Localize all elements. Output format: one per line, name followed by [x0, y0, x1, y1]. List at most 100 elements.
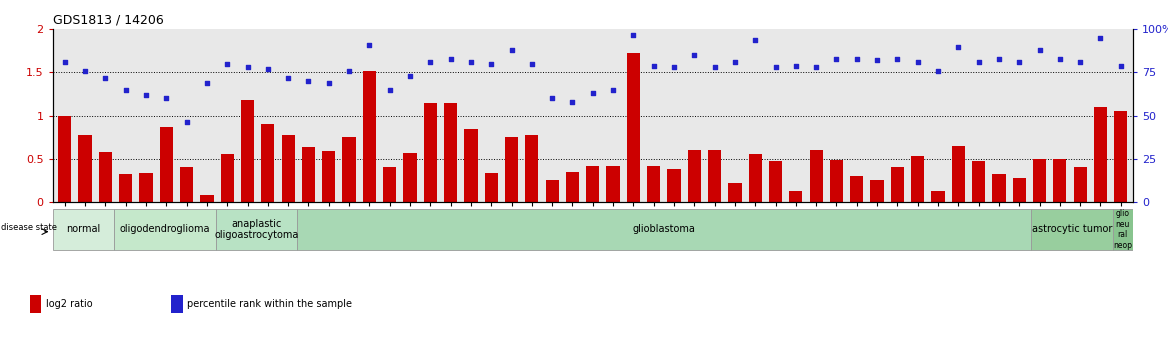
- Point: [238, 65, 257, 70]
- Point: [969, 59, 988, 65]
- Bar: [606, 166, 620, 202]
- Bar: [1033, 159, 1047, 202]
- Bar: [262, 124, 274, 202]
- Point: [848, 56, 867, 61]
- Bar: [1114, 111, 1127, 202]
- Point: [725, 59, 744, 65]
- Bar: [647, 166, 660, 202]
- Point: [888, 56, 906, 61]
- Bar: [160, 127, 173, 202]
- Point: [786, 63, 805, 68]
- Point: [360, 42, 378, 48]
- Bar: [545, 180, 558, 202]
- Point: [178, 120, 196, 125]
- Bar: [769, 161, 783, 202]
- Bar: [53, 209, 113, 250]
- Bar: [342, 137, 356, 202]
- Bar: [972, 161, 986, 202]
- Point: [1050, 56, 1069, 61]
- Point: [705, 65, 724, 70]
- Point: [1010, 59, 1029, 65]
- Bar: [749, 155, 762, 202]
- Bar: [708, 150, 721, 202]
- Text: disease state: disease state: [1, 223, 57, 232]
- Bar: [729, 183, 742, 202]
- Point: [137, 92, 155, 98]
- Bar: [216, 209, 297, 250]
- Point: [381, 87, 399, 92]
- Point: [827, 56, 846, 61]
- Point: [157, 96, 175, 101]
- Bar: [241, 100, 255, 202]
- Point: [482, 61, 501, 67]
- Point: [340, 68, 359, 73]
- Point: [420, 59, 439, 65]
- Point: [909, 59, 927, 65]
- Text: anaplastic
oligoastrocytoma: anaplastic oligoastrocytoma: [214, 219, 299, 240]
- Bar: [297, 209, 1031, 250]
- Bar: [30, 295, 41, 313]
- Bar: [790, 190, 802, 202]
- Bar: [627, 53, 640, 202]
- Point: [1091, 35, 1110, 41]
- Point: [645, 63, 663, 68]
- Point: [1112, 63, 1131, 68]
- Bar: [322, 151, 335, 202]
- Point: [258, 66, 277, 72]
- Bar: [809, 150, 822, 202]
- Text: glio
neu
ral
neop: glio neu ral neop: [1113, 209, 1132, 249]
- Bar: [870, 180, 884, 202]
- Bar: [403, 152, 417, 202]
- Bar: [200, 195, 214, 202]
- Bar: [58, 116, 71, 202]
- Bar: [931, 191, 945, 202]
- Bar: [363, 71, 376, 202]
- Bar: [99, 152, 112, 202]
- Bar: [1031, 209, 1113, 250]
- Point: [461, 59, 480, 65]
- Point: [401, 73, 419, 79]
- Bar: [172, 295, 182, 313]
- Bar: [1113, 209, 1133, 250]
- Text: percentile rank within the sample: percentile rank within the sample: [187, 299, 353, 309]
- Bar: [485, 173, 498, 202]
- Point: [319, 80, 338, 86]
- Point: [624, 32, 642, 37]
- Bar: [586, 166, 599, 202]
- Point: [989, 56, 1008, 61]
- Bar: [1013, 178, 1026, 202]
- Point: [299, 78, 318, 84]
- Point: [563, 99, 582, 105]
- Bar: [301, 147, 315, 202]
- Bar: [688, 150, 701, 202]
- Point: [55, 59, 74, 65]
- Bar: [1054, 159, 1066, 202]
- Bar: [911, 156, 924, 202]
- Text: log2 ratio: log2 ratio: [46, 299, 92, 309]
- Bar: [526, 135, 538, 202]
- Bar: [139, 173, 153, 202]
- Point: [218, 61, 237, 67]
- Point: [746, 37, 765, 42]
- Bar: [1073, 167, 1086, 202]
- Point: [929, 68, 947, 73]
- Point: [279, 75, 298, 80]
- Bar: [119, 174, 132, 202]
- Point: [96, 75, 114, 80]
- Point: [117, 87, 135, 92]
- Bar: [444, 103, 457, 202]
- Point: [197, 80, 216, 86]
- Text: glioblastoma: glioblastoma: [633, 225, 696, 234]
- Bar: [383, 167, 396, 202]
- Point: [76, 68, 95, 73]
- Text: GDS1813 / 14206: GDS1813 / 14206: [53, 14, 164, 27]
- Bar: [829, 160, 843, 202]
- Point: [1071, 59, 1090, 65]
- Bar: [221, 155, 234, 202]
- Point: [604, 87, 623, 92]
- Point: [807, 65, 826, 70]
- Bar: [113, 209, 216, 250]
- Bar: [952, 146, 965, 202]
- Bar: [1094, 107, 1107, 202]
- Text: astrocytic tumor: astrocytic tumor: [1031, 225, 1112, 234]
